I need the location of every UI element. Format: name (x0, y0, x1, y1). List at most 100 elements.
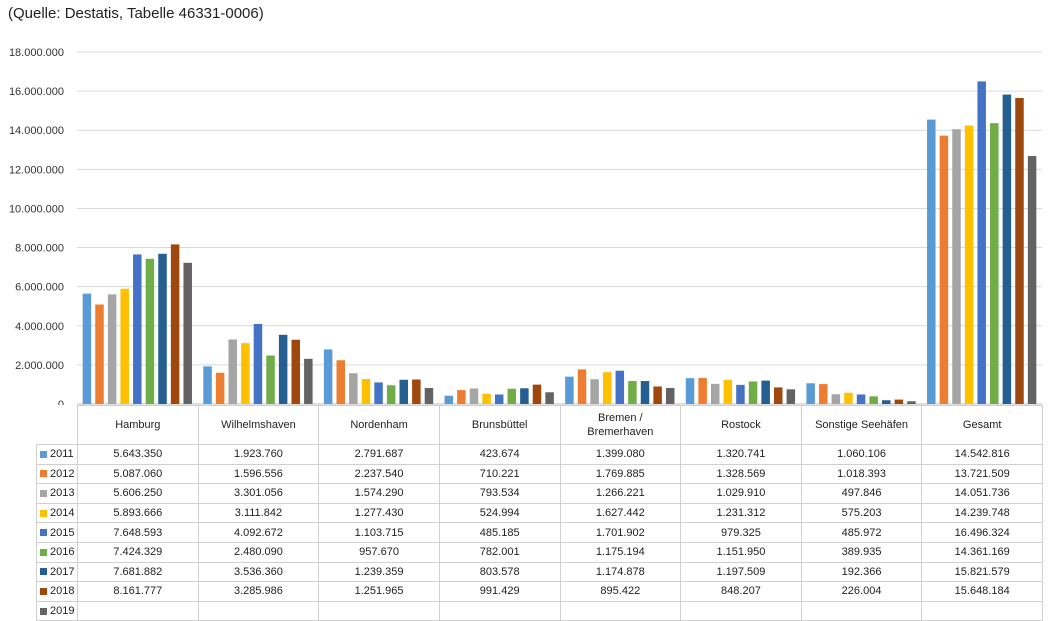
data-label: 15.648.184 (921, 581, 1043, 602)
data-label: 2.237.540 (318, 463, 440, 485)
bar-2011 (565, 376, 574, 404)
category-label: Brunsbüttel (438, 405, 561, 445)
legend-swatch (40, 470, 47, 478)
data-label: 3.536.360 (197, 561, 320, 583)
data-label: 710.221 (438, 463, 561, 485)
bar-2013 (831, 394, 841, 404)
data-label: 1.251.965 (318, 581, 440, 602)
data-label: 1.701.902 (559, 522, 682, 543)
data-label: 5.606.250 (77, 483, 199, 504)
legend-entry: 2012 (36, 463, 78, 485)
data-label: 14.542.816 (921, 444, 1043, 465)
legend-swatch (40, 548, 47, 556)
bar-2014 (241, 343, 250, 404)
data-label: 524.994 (438, 502, 561, 524)
bar-2017 (882, 400, 891, 404)
bar-2017 (1002, 94, 1012, 404)
bar-2019 (1027, 156, 1037, 404)
bar-2015 (133, 254, 142, 404)
data-label: 423.674 (438, 444, 561, 465)
legend-entry: 2016 (36, 541, 78, 563)
data-label: 1.029.910 (680, 483, 802, 504)
data-label: 4.092.672 (197, 522, 320, 543)
y-tick-label: 12.000.000 (9, 164, 64, 176)
y-tick-label: 14.000.000 (9, 125, 64, 137)
bar-2012 (457, 390, 466, 404)
bar-2018 (1015, 97, 1024, 405)
bar-chart: 0 2.000.000 4.000.000 6.000.000 8.000.000 10.… (9, 47, 1042, 405)
data-label: 8.161.777 (77, 581, 199, 602)
data-label: 793.534 (438, 483, 561, 504)
bar-2015 (856, 394, 866, 404)
data-label: 1.769.885 (559, 463, 682, 485)
data-label: 979.325 (680, 522, 802, 543)
data-label: 485.972 (800, 522, 923, 543)
series-name: 2015 (50, 526, 75, 539)
data-label: 1.328.569 (680, 463, 802, 485)
data-label: 7.681.882 (77, 561, 199, 583)
bar-2016 (990, 123, 999, 404)
bar-2018 (412, 379, 421, 404)
table-row: 2014 5.893.666 3.111.842 1.277.430 524.994 1.… (36, 502, 1043, 524)
bar-2016 (869, 396, 878, 404)
data-label: 3.111.842 (197, 502, 320, 524)
bar-2018 (653, 386, 662, 404)
data-label: 3.285.986 (197, 581, 320, 602)
data-label: 14.361.169 (921, 541, 1043, 563)
data-label (318, 600, 440, 621)
bar-2017 (158, 253, 167, 404)
bar-2012 (95, 304, 104, 404)
data-label: 848.207 (680, 581, 802, 602)
bar-2011 (203, 366, 212, 404)
bar-2015 (494, 394, 504, 404)
category-label: Nordenham (318, 405, 440, 445)
data-label: 5.643.350 (77, 444, 199, 465)
data-label (800, 600, 923, 621)
bar-2018 (170, 244, 180, 404)
data-label: 226.004 (800, 581, 923, 602)
data-label: 16.496.324 (921, 522, 1043, 543)
bar-2016 (628, 381, 637, 404)
data-label: 14.051.736 (921, 483, 1043, 504)
data-label: 1.399.080 (559, 444, 682, 465)
bar-2017 (399, 379, 409, 404)
data-label: 1.018.393 (800, 463, 923, 485)
series-name: 2018 (50, 585, 75, 598)
table-row: 2016 7.424.329 2.480.090 957.670 782.001 1.17… (36, 541, 1043, 563)
table-row: 2013 5.606.250 3.301.056 1.574.290 793.534 1.… (36, 483, 1043, 504)
bar-2015 (374, 382, 383, 404)
bar-2016 (507, 388, 517, 404)
legend-entry: 2019 (36, 600, 78, 621)
data-label: 575.203 (800, 502, 923, 524)
data-label: 782.001 (438, 541, 561, 563)
data-label: 1.596.556 (197, 463, 320, 485)
table-row: 2011 5.643.350 1.923.760 2.791.687 423.674 1.… (36, 444, 1043, 465)
data-label: 15.821.579 (921, 561, 1043, 583)
y-tick-label: 16.000.000 (9, 86, 64, 98)
data-table: Hamburg Wilhelmshaven Nordenham Brunsbüttel… (36, 405, 1043, 621)
series-name: 2016 (50, 546, 75, 559)
bar-2019 (665, 387, 675, 404)
y-tick-label: 8.000.000 (15, 243, 64, 255)
legend-swatch (40, 529, 47, 537)
data-label: 7.648.593 (77, 522, 199, 543)
data-label: 1.277.430 (318, 502, 440, 524)
legend-entry: 2015 (36, 522, 78, 543)
bar-2014 (602, 372, 612, 404)
bar-2011 (806, 383, 815, 404)
data-label: 1.060.106 (800, 444, 923, 465)
bar-2013 (952, 129, 961, 404)
y-tick-label: 0 (58, 399, 64, 405)
data-label: 803.578 (438, 561, 561, 583)
bar-2015 (736, 384, 745, 404)
bar-2015 (253, 323, 263, 404)
data-label: 497.846 (800, 483, 923, 504)
data-label: 1.627.442 (559, 502, 682, 524)
y-tick-label: 10.000.000 (9, 203, 64, 215)
bar-2016 (145, 258, 155, 404)
series-name: 2012 (50, 467, 75, 480)
category-label: Sonstige Seehäfen (800, 405, 923, 445)
bar-2014 (482, 393, 491, 404)
bar-2013 (590, 379, 599, 404)
data-label: 1.923.760 (197, 444, 320, 465)
